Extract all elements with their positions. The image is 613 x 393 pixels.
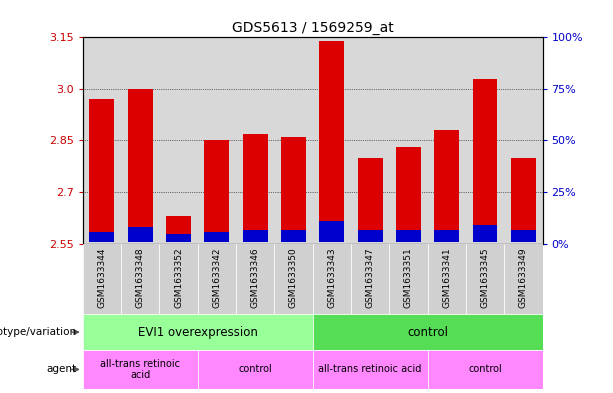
Bar [281,137,306,242]
Text: GSM1633346: GSM1633346 [251,247,260,308]
Text: GSM1633347: GSM1633347 [365,247,375,308]
Bar [197,350,313,389]
Text: control: control [238,364,272,375]
Text: EVI1 overexpression: EVI1 overexpression [138,325,257,339]
Bar [313,314,543,350]
Bar [275,37,313,244]
Bar [121,37,159,244]
Bar [197,244,236,314]
Bar [243,134,268,242]
Bar [236,244,275,314]
Bar [313,244,351,314]
Bar [389,244,428,314]
Bar [121,244,159,314]
Bar [313,37,351,244]
Bar [466,244,504,314]
Bar [313,350,428,389]
Bar [396,147,421,242]
Bar [428,244,466,314]
Text: GSM1633345: GSM1633345 [481,247,490,308]
Bar [83,37,121,244]
Bar [473,79,498,242]
Text: control: control [468,364,502,375]
Bar [434,130,459,242]
Text: all-trans retinoic
acid: all-trans retinoic acid [100,359,180,380]
Bar [243,230,268,242]
Bar [351,37,389,244]
Bar [83,314,313,350]
Bar [89,99,115,242]
Bar [83,244,121,314]
Bar [434,230,459,242]
Text: all-trans retinoic acid: all-trans retinoic acid [318,364,422,375]
Bar [428,350,543,389]
Text: genotype/variation: genotype/variation [0,327,77,337]
Bar [504,37,543,244]
Bar [89,231,115,242]
Bar [275,244,313,314]
Bar [389,37,428,244]
Bar [511,230,536,242]
Text: GSM1633343: GSM1633343 [327,247,337,308]
Bar [159,244,197,314]
Bar [319,41,345,242]
Bar [204,231,229,242]
Text: GSM1633349: GSM1633349 [519,247,528,308]
Text: GSM1633351: GSM1633351 [404,247,413,308]
Title: GDS5613 / 1569259_at: GDS5613 / 1569259_at [232,21,394,35]
Text: control: control [407,325,448,339]
Text: GSM1633350: GSM1633350 [289,247,298,308]
Bar [197,37,236,244]
Bar [351,244,389,314]
Text: GSM1633342: GSM1633342 [212,247,221,308]
Bar [319,221,345,242]
Bar [473,226,498,242]
Bar [428,37,466,244]
Bar [281,230,306,242]
Bar [236,37,275,244]
Bar [466,37,504,244]
Bar [166,216,191,242]
Bar [159,37,197,244]
Text: agent: agent [47,364,77,375]
Bar [396,230,421,242]
Text: GSM1633348: GSM1633348 [135,247,145,308]
Bar [511,158,536,242]
Bar [357,230,383,242]
Text: GSM1633352: GSM1633352 [174,247,183,308]
Bar [128,228,153,242]
Bar [357,158,383,242]
Text: GSM1633341: GSM1633341 [442,247,451,308]
Bar [128,89,153,242]
Bar [504,244,543,314]
Bar [83,350,197,389]
Bar [166,234,191,242]
Text: GSM1633344: GSM1633344 [97,247,107,308]
Bar [204,140,229,242]
